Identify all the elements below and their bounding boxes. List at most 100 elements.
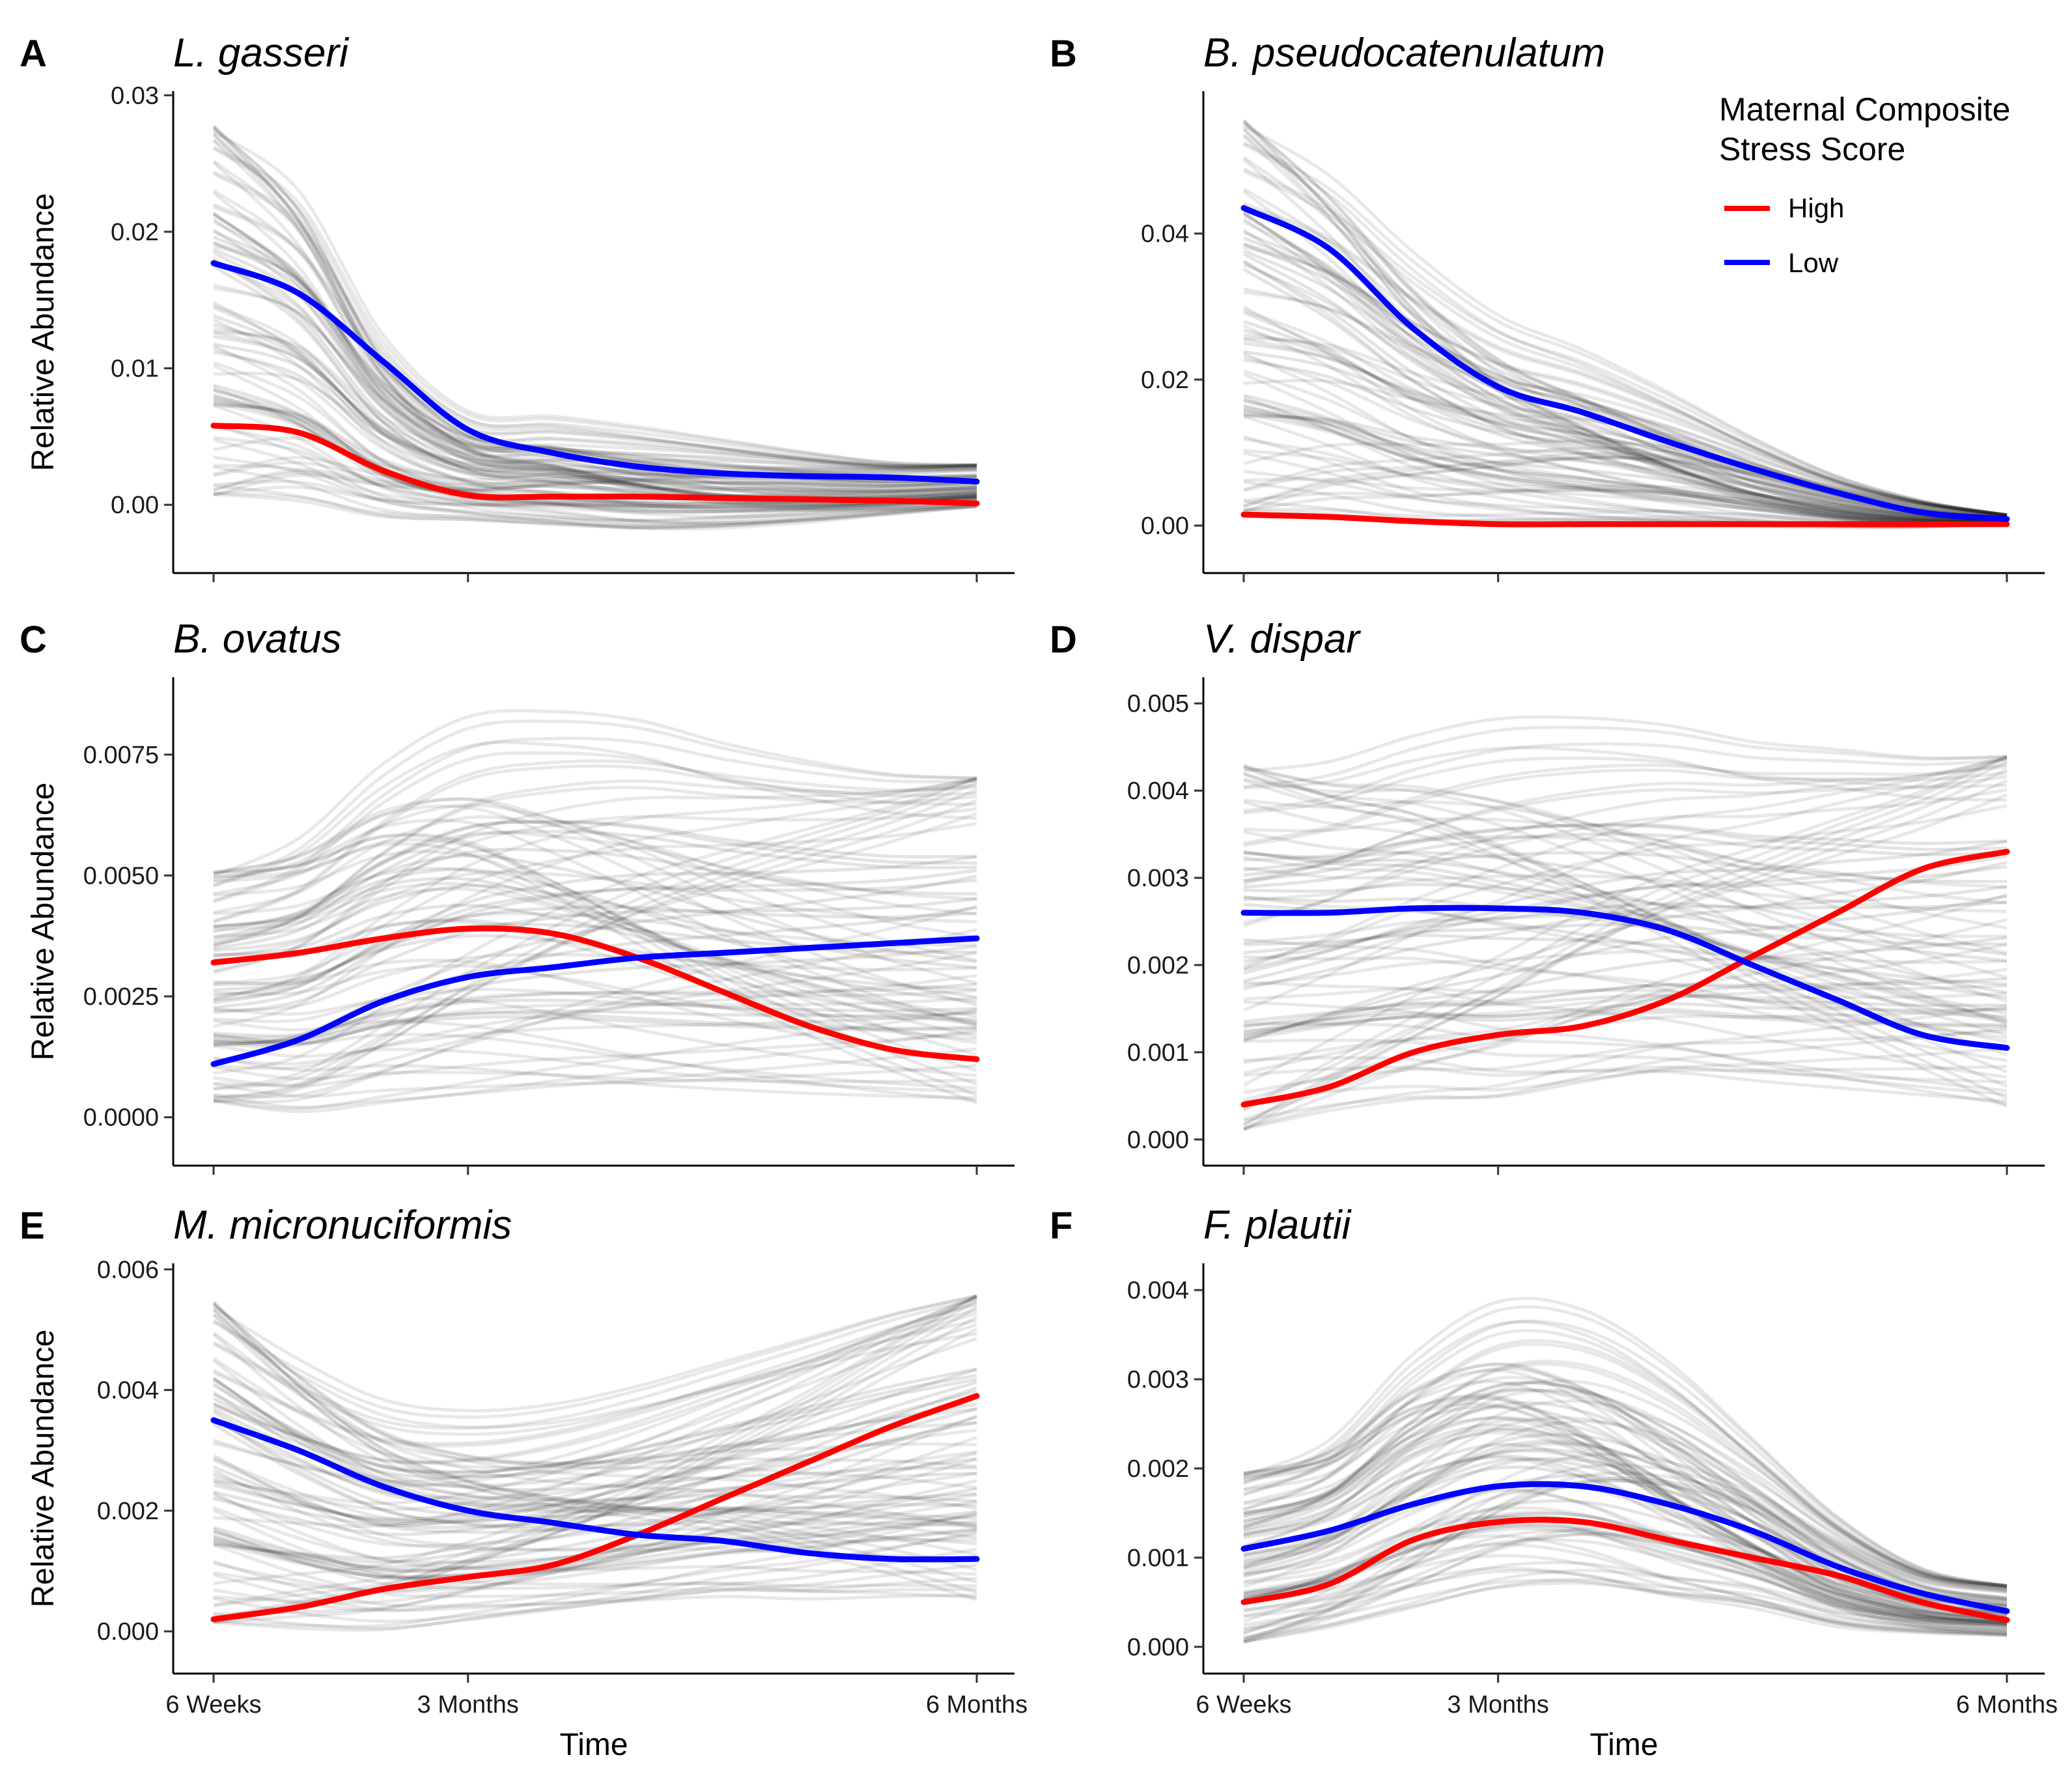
trajectory-line [1243,451,2008,517]
trajectory-line [212,1381,977,1527]
trajectory-line [213,797,977,962]
panel-e-title: M. micronuciformis [173,1203,512,1248]
trajectory-line [213,878,977,1002]
trajectory-line [212,127,977,510]
panel-c-series-high [210,925,980,1063]
trajectory-line [1242,141,2008,517]
trajectory-line [213,1295,978,1528]
trajectory-line [213,804,977,1007]
trajectory-line [212,1297,977,1430]
trajectory-line [213,776,977,1075]
trajectory-line [1243,766,2008,1088]
trajectory-line [1243,1561,2008,1627]
trajectory-line [213,897,977,1015]
trajectory-line [1243,1397,2008,1633]
panel-e: E M. micronuciformis 0.000 0.002 0.004 0.006 6… [20,1203,1028,1762]
legend-title-line2: Stress Score [1719,131,1905,167]
trajectory-line [213,1420,977,1526]
trajectory-line [1243,1305,2008,1588]
legend: Maternal Composite Stress Score High Low [1719,91,2010,278]
trajectory-line [1243,755,2008,970]
trajectory-line [1243,1523,2008,1623]
trajectory-line [1243,756,2008,1012]
trajectory-line [212,363,977,526]
y-tick-label: 0.001 [1127,1039,1189,1067]
trajectory-line [1242,760,2008,1126]
trajectory-line [212,251,977,494]
trajectory-line [1242,311,2008,522]
trajectory-line [213,807,977,973]
trajectory-line [1242,133,2008,522]
trajectory-line [1243,1529,2008,1618]
trajectory-line [1243,449,2008,522]
trajectory-line [1243,874,2008,913]
trajectory-line [1242,128,2008,524]
trajectory-line [213,709,977,877]
y-tick-label: 0.003 [1127,1366,1189,1394]
trajectory-line [1243,1532,2008,1640]
trajectory-line [1243,1065,2008,1104]
trajectory-line [212,303,977,492]
trajectory-line [1243,1427,2008,1625]
trajectory-line [213,1527,977,1590]
trajectory-line [213,403,977,527]
trajectory-line [212,1313,977,1571]
panel-e-series-high [210,1393,980,1623]
trajectory-line [213,740,977,888]
trajectory-line [213,1386,977,1560]
y-tick-label: 0.004 [1127,1277,1189,1304]
y-tick-label: 0.03 [111,82,159,109]
trajectory-line [1243,1455,2008,1629]
trajectory-line [213,964,977,1041]
panel-d-series-high [1240,849,2010,1108]
x-tick-label: 6 Weeks [165,1691,261,1719]
trajectory-line [1243,854,2008,983]
trajectory-line [1243,968,2008,1075]
trajectory-line [213,1011,977,1066]
trajectory-line [1243,507,2008,524]
trajectory-line [212,1410,977,1508]
trajectory-line [213,1543,977,1598]
trajectory-line [1243,1423,2008,1625]
trajectory-line [213,480,977,507]
trajectory-line [1242,156,2008,521]
trajectory-line [1243,823,2008,872]
trajectory-line [1243,865,2008,972]
trajectory-line [1242,260,2008,523]
trajectory-line [212,1308,977,1448]
trajectory-line [1243,800,2008,1057]
trajectory-line [1243,456,2008,518]
y-tick-label: 0.0025 [83,983,159,1011]
trajectory-line [213,283,977,472]
trajectory-line [1243,1479,2008,1642]
trajectory-line [1243,882,2008,962]
trajectory-line [213,959,977,1062]
trajectory-line [212,138,977,492]
y-tick-label: 0.000 [1127,1634,1189,1661]
trajectory-line [1243,1388,2008,1592]
trajectory-line [213,1031,977,1088]
trajectory-line [1243,1401,2008,1638]
panel-a-series-low [210,260,980,484]
trajectory-line [212,1377,977,1503]
trajectory-line [1243,1056,2008,1103]
trajectory-line [1243,1380,2008,1626]
panel-f-label: F [1050,1205,1072,1247]
trajectory-line [1243,1007,2008,1065]
trajectory-line [213,832,977,1086]
trajectory-line [1243,1442,2008,1622]
trajectory-line [213,1327,978,1608]
trajectory-line [1243,775,2008,883]
trajectory-line [1243,1046,2008,1123]
trajectory-line [1242,212,2008,523]
trajectory-line [213,1563,977,1623]
trajectory-line [213,974,977,1071]
trajectory-line [1242,768,2008,1132]
trajectory-line [213,777,977,1091]
trajectory-line [213,1381,977,1528]
trajectory-line [213,887,977,1018]
trajectory-line [213,1009,977,1047]
trajectory-line [213,764,977,924]
trajectory-line [1243,1416,2008,1627]
trajectory-line [1243,403,2008,524]
